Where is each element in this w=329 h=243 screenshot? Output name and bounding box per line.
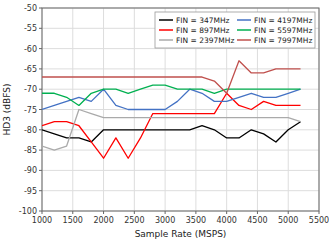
y-tick-label: -90 <box>24 166 37 175</box>
legend-label: FIN = 2397MHz <box>176 36 234 45</box>
series-group <box>42 61 301 158</box>
y-tick-label: -60 <box>24 45 37 54</box>
series-line <box>42 122 301 142</box>
y-grid-line <box>42 109 319 110</box>
y-tick-label: -50 <box>24 4 37 13</box>
legend-swatch <box>237 29 251 31</box>
y-grid-line <box>42 150 319 151</box>
x-tick-label: 1000 <box>32 216 52 225</box>
y-tick-label: -75 <box>24 106 37 115</box>
y-tick-label: -95 <box>24 187 37 196</box>
legend-swatch <box>159 39 173 41</box>
grid <box>42 8 319 211</box>
y-tick-label: -85 <box>24 146 37 155</box>
legend-swatch <box>159 19 173 21</box>
legend-swatch <box>237 39 251 41</box>
plot-frame <box>42 8 319 211</box>
legend: FIN = 347MHzFIN = 897MHzFIN = 2397MHz FIN… <box>155 12 315 48</box>
series-line <box>42 89 301 109</box>
x-tick-label: 3000 <box>155 216 175 225</box>
y-tick-label: -55 <box>24 24 37 33</box>
x-tick-label: 4500 <box>247 216 267 225</box>
y-axis-label: HD3 (dBFS) <box>2 84 12 136</box>
chart: 1000 1500 2000 2500 3000 3500 4000 4500 5000 5500… <box>0 0 329 243</box>
y-tick-label: -80 <box>24 126 37 135</box>
y-grid-line <box>42 190 319 191</box>
legend-label: FIN = 897MHz <box>176 26 230 35</box>
background <box>0 0 329 243</box>
legend-label: FIN = 7997MHz <box>254 36 312 45</box>
series-line <box>42 61 301 93</box>
x-axis-label: Sample Rate (MSPS) <box>135 229 227 239</box>
x-tick-label: 5000 <box>278 216 298 225</box>
x-tick-label: 3500 <box>186 216 206 225</box>
x-tick-label: 1500 <box>63 216 83 225</box>
x-tick-label: 2000 <box>93 216 113 225</box>
legend-swatch <box>159 29 173 31</box>
x-tick-label: 4000 <box>216 216 236 225</box>
legend-label: FIN = 347MHz <box>176 16 230 25</box>
axes: 1000 1500 2000 2500 3000 3500 4000 4500 5000 5500… <box>2 4 329 239</box>
legend-label: FIN = 5597MHz <box>254 26 312 35</box>
legend-box <box>155 12 315 48</box>
y-tick-label: -65 <box>24 65 37 74</box>
legend-swatch <box>237 19 251 21</box>
y-tick-label: -70 <box>24 85 37 94</box>
y-grid-line <box>42 170 319 171</box>
series-line <box>42 85 301 105</box>
x-tick-label: 5500 <box>309 216 329 225</box>
x-tick-label: 2500 <box>124 216 144 225</box>
y-tick-label: -100 <box>19 207 37 216</box>
legend-label: FIN = 4197MHz <box>254 16 312 25</box>
series-line <box>42 110 301 151</box>
